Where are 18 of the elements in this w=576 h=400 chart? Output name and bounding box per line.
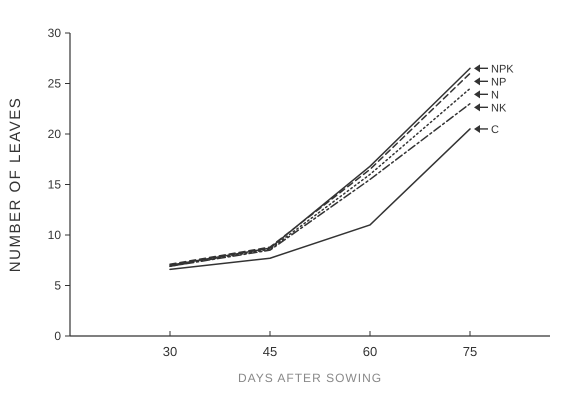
legend-label: N: [491, 89, 499, 102]
y-tick-label: 5: [54, 278, 62, 292]
legend-label: NK: [491, 102, 507, 114]
legend-label: NPK: [491, 63, 514, 76]
y-tick-label: 30: [48, 26, 62, 40]
x-tick-label: 75: [462, 344, 478, 359]
legend-label: C: [491, 124, 499, 136]
y-tick-label: 10: [48, 228, 62, 242]
y-tick-label: 0: [54, 329, 62, 343]
x-axis-title: DAYS AFTER SOWING: [238, 371, 382, 385]
y-tick-label: 15: [48, 178, 62, 192]
y-tick-label: 20: [48, 127, 62, 141]
legend-label: NP: [491, 76, 506, 88]
x-tick-label: 30: [162, 344, 178, 359]
y-axis-title: NUMBER OF LEAVES: [7, 96, 24, 272]
x-tick-label: 60: [362, 344, 378, 359]
x-tick-label: 45: [262, 344, 278, 359]
y-tick-label: 25: [48, 76, 62, 90]
